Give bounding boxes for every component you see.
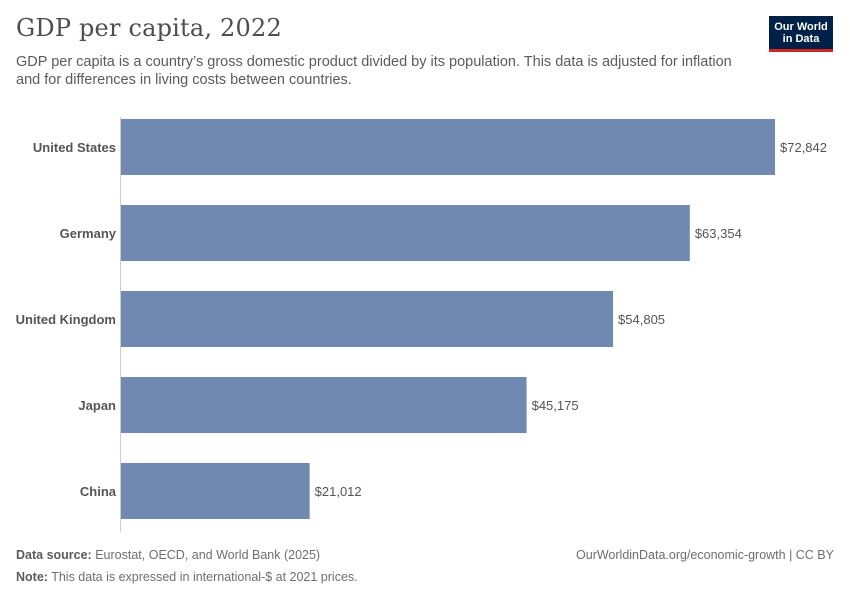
owid-logo[interactable]: Our World in Data: [769, 16, 833, 52]
category-label: Germany: [60, 226, 117, 241]
chart-subtitle: GDP per capita is a country’s gross dome…: [16, 54, 732, 88]
chart-title: GDP per capita, 2022: [16, 14, 282, 42]
value-label: $54,805: [618, 312, 665, 327]
value-label: $45,175: [532, 398, 579, 413]
data-source: Data source: Eurostat, OECD, and World B…: [16, 548, 320, 562]
bar-united-states[interactable]: [121, 119, 775, 175]
category-label: Japan: [78, 398, 116, 413]
value-label: $21,012: [315, 484, 362, 499]
logo-line-1: Our World: [774, 21, 828, 33]
logo-line-2: in Data: [782, 33, 820, 45]
bar-china[interactable]: [121, 463, 310, 519]
category-label: United Kingdom: [16, 312, 116, 327]
value-label: $63,354: [695, 226, 742, 241]
bars-group: United States $72,842 Germany $63,354 United…: [16, 119, 827, 519]
bar-japan[interactable]: [121, 377, 527, 433]
note-label: Note:: [16, 570, 48, 584]
data-note: Note: This data is expressed in internat…: [16, 570, 358, 584]
bar-united-kingdom[interactable]: [121, 291, 614, 347]
source-text: Eurostat, OECD, and World Bank (2025): [95, 548, 321, 562]
note-text: This data is expressed in international-…: [51, 570, 358, 584]
bar-chart: United States $72,842 Germany $63,354 United…: [16, 117, 827, 532]
value-label: $72,842: [780, 140, 827, 155]
category-label: United States: [33, 140, 116, 155]
bar-germany[interactable]: [121, 205, 690, 261]
source-link[interactable]: OurWorldinData.org/economic-growth | CC …: [576, 548, 834, 562]
source-label: Data source:: [16, 548, 92, 562]
category-label: China: [80, 484, 117, 499]
